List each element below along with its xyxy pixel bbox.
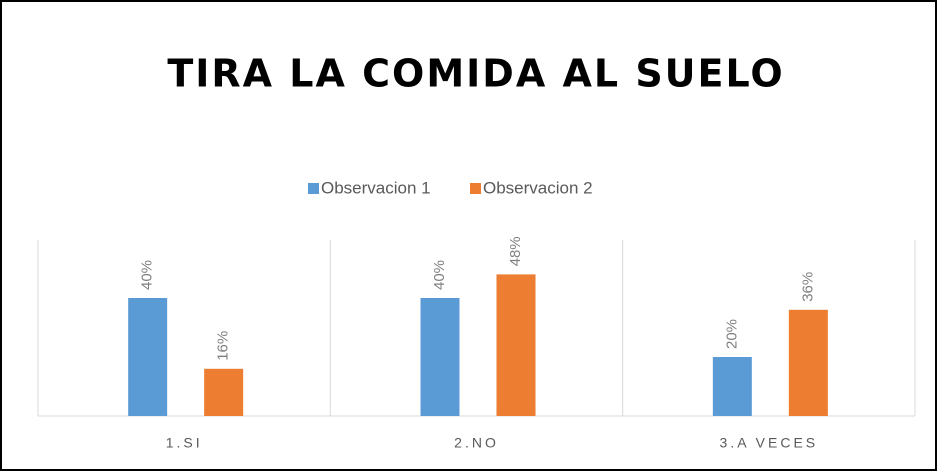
bar xyxy=(128,298,168,416)
data-label: 40% xyxy=(139,260,156,290)
bar xyxy=(712,357,752,416)
bar xyxy=(204,368,244,416)
data-label: 40% xyxy=(431,260,448,290)
bar xyxy=(420,298,460,416)
legend-swatch xyxy=(308,183,319,194)
data-label: 20% xyxy=(723,319,740,349)
bar xyxy=(788,309,828,416)
data-label: 48% xyxy=(507,236,524,266)
legend-swatch xyxy=(470,183,481,194)
legend-label: Observacion 1 xyxy=(321,178,431,197)
data-label: 16% xyxy=(215,331,232,361)
chart-title: TIRA LA COMIDA AL SUELO xyxy=(167,52,784,96)
bar xyxy=(496,274,536,416)
x-tick-label: 1.SI xyxy=(166,435,203,451)
data-label: 36% xyxy=(799,272,816,302)
x-tick-label: 3.A VECES xyxy=(720,435,819,451)
x-tick-label: 2.NO xyxy=(454,435,499,451)
legend-label: Observacion 2 xyxy=(483,178,593,197)
